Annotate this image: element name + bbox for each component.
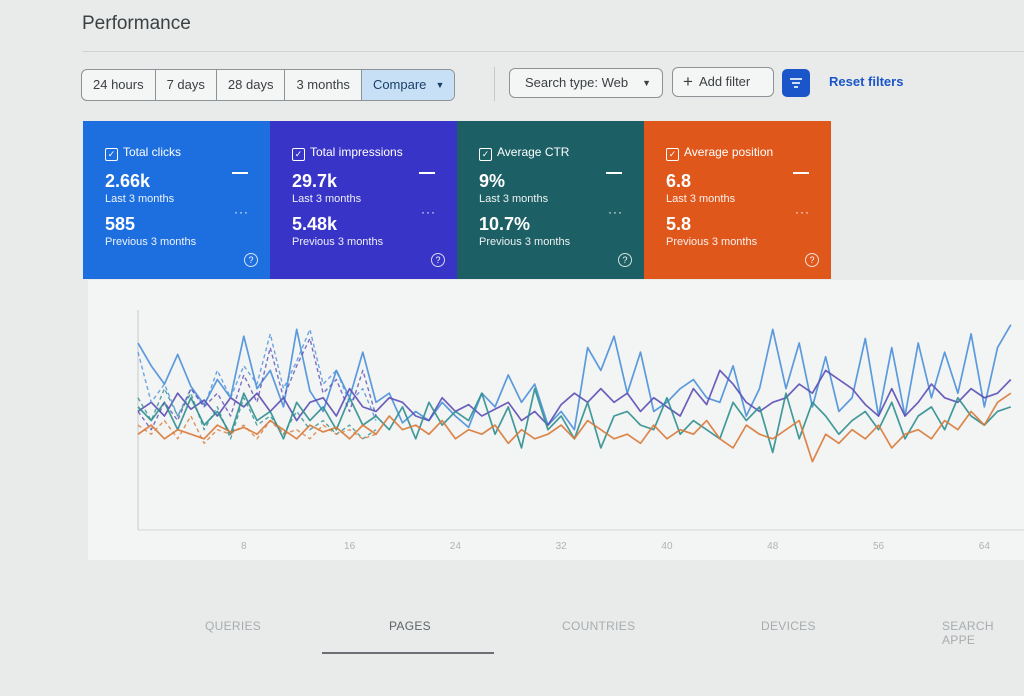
metric-current-value: 9% <box>479 171 506 191</box>
series-line-2 <box>137 387 1012 454</box>
metric-card-average-position[interactable]: ✓ Average position 6.8 Last 3 months 5.8 … <box>644 121 831 279</box>
help-icon[interactable]: ? <box>431 253 445 267</box>
compare-button[interactable]: Compare ▼ <box>361 70 455 100</box>
metric-card-total-clicks[interactable]: ✓ Total clicks 2.66k Last 3 months 585 Pr… <box>83 121 270 279</box>
metric-current-value: 6.8 <box>666 171 692 191</box>
x-tick-label: 32 <box>556 541 568 552</box>
series-line-3 <box>137 392 1012 463</box>
metric-previous-value: 5.48k <box>292 214 338 234</box>
search-type-label: Search type: Web <box>525 75 629 90</box>
metric-current-period: Last 3 months <box>479 193 549 205</box>
page-title: Performance <box>82 13 191 34</box>
metric-card-average-ctr[interactable]: ✓ Average CTR 9% Last 3 months 10.7% Prev… <box>457 121 644 279</box>
dashed-line-legend-icon: ··· <box>234 205 249 219</box>
metric-previous-period: Previous 3 months <box>666 236 758 248</box>
series-line-7 <box>137 415 377 445</box>
filter-lines-icon <box>790 78 802 88</box>
metric-current-period: Last 3 months <box>666 193 736 205</box>
series-line-0 <box>137 324 1012 431</box>
checkbox-checked-icon[interactable]: ✓ <box>292 148 305 161</box>
dashed-line-legend-icon: ··· <box>608 205 623 219</box>
x-tick-label: 48 <box>767 541 779 552</box>
metric-label: Total impressions <box>310 145 403 159</box>
series-line-5 <box>137 337 377 431</box>
x-tick-label: 16 <box>344 541 356 552</box>
compare-label: Compare <box>372 77 427 92</box>
x-tick-label: 56 <box>873 541 885 552</box>
metric-current-value: 29.7k <box>292 171 338 191</box>
dimension-tabs: QUERIES PAGES COUNTRIES DEVICES SEARCH A… <box>0 605 1024 647</box>
metric-label: Total clicks <box>123 145 182 159</box>
checkbox-checked-icon[interactable]: ✓ <box>666 148 679 161</box>
metric-previous-value: 5.8 <box>666 214 692 234</box>
metric-previous-period: Previous 3 months <box>105 236 197 248</box>
active-tab-indicator <box>322 652 494 654</box>
metric-previous-period: Previous 3 months <box>479 236 571 248</box>
reset-filters-link[interactable]: Reset filters <box>829 74 904 89</box>
checkbox-checked-icon[interactable]: ✓ <box>105 148 118 161</box>
x-tick-label: 24 <box>450 541 462 552</box>
metric-label: Average CTR <box>497 145 570 159</box>
metric-cards: ✓ Total clicks 2.66k Last 3 months 585 Pr… <box>83 121 831 279</box>
date-range-selector: 24 hours 7 days 28 days 3 months Compare… <box>81 69 456 101</box>
dashed-line-legend-icon: ··· <box>421 205 436 219</box>
plus-icon: + <box>683 72 693 91</box>
filter-settings-button[interactable] <box>782 69 810 97</box>
solid-line-legend-icon <box>793 172 809 174</box>
help-icon[interactable]: ? <box>618 253 632 267</box>
solid-line-legend-icon <box>419 172 435 174</box>
metric-card-total-impressions[interactable]: ✓ Total impressions 29.7k Last 3 months 5… <box>270 121 457 279</box>
performance-chart-svg: 8 16 24 32 40 48 56 64 <box>137 310 1024 552</box>
range-3-months-button[interactable]: 3 months <box>285 70 362 100</box>
metric-label: Average position <box>684 145 774 159</box>
tab-pages[interactable]: PAGES <box>389 619 431 633</box>
tab-search-appearance[interactable]: SEARCH APPE <box>942 619 994 647</box>
solid-line-legend-icon <box>232 172 248 174</box>
checkbox-checked-icon[interactable]: ✓ <box>479 148 492 161</box>
x-tick-label: 8 <box>241 541 247 552</box>
add-filter-button[interactable]: + Add filter <box>672 67 774 97</box>
range-28-days-button[interactable]: 28 days <box>217 70 286 100</box>
toolbar-divider <box>494 67 495 101</box>
dashed-line-legend-icon: ··· <box>795 205 810 219</box>
metric-current-period: Last 3 months <box>292 193 362 205</box>
x-tick-label: 64 <box>979 541 991 552</box>
metric-previous-value: 10.7% <box>479 214 531 234</box>
help-icon[interactable]: ? <box>244 253 258 267</box>
range-24-hours-button[interactable]: 24 hours <box>82 70 156 100</box>
metric-previous-period: Previous 3 months <box>292 236 384 248</box>
x-tick-label: 40 <box>661 541 673 552</box>
caret-down-icon: ▼ <box>435 80 445 90</box>
solid-line-legend-icon <box>606 172 622 174</box>
help-icon[interactable]: ? <box>805 253 819 267</box>
metric-current-value: 2.66k <box>105 171 151 191</box>
search-type-dropdown[interactable]: Search type: Web ▼ <box>509 68 663 98</box>
series-line-1 <box>137 369 1012 426</box>
range-7-days-button[interactable]: 7 days <box>156 70 217 100</box>
metric-current-period: Last 3 months <box>105 193 175 205</box>
metric-previous-value: 585 <box>105 214 136 234</box>
performance-chart[interactable]: 8 16 24 32 40 48 56 64 <box>88 280 1024 560</box>
tab-queries[interactable]: QUERIES <box>205 619 262 633</box>
tab-devices[interactable]: DEVICES <box>761 619 816 633</box>
tab-countries[interactable]: COUNTRIES <box>562 619 636 633</box>
add-filter-label: Add filter <box>698 74 751 89</box>
title-divider <box>82 51 1024 52</box>
caret-down-icon: ▼ <box>642 78 651 88</box>
